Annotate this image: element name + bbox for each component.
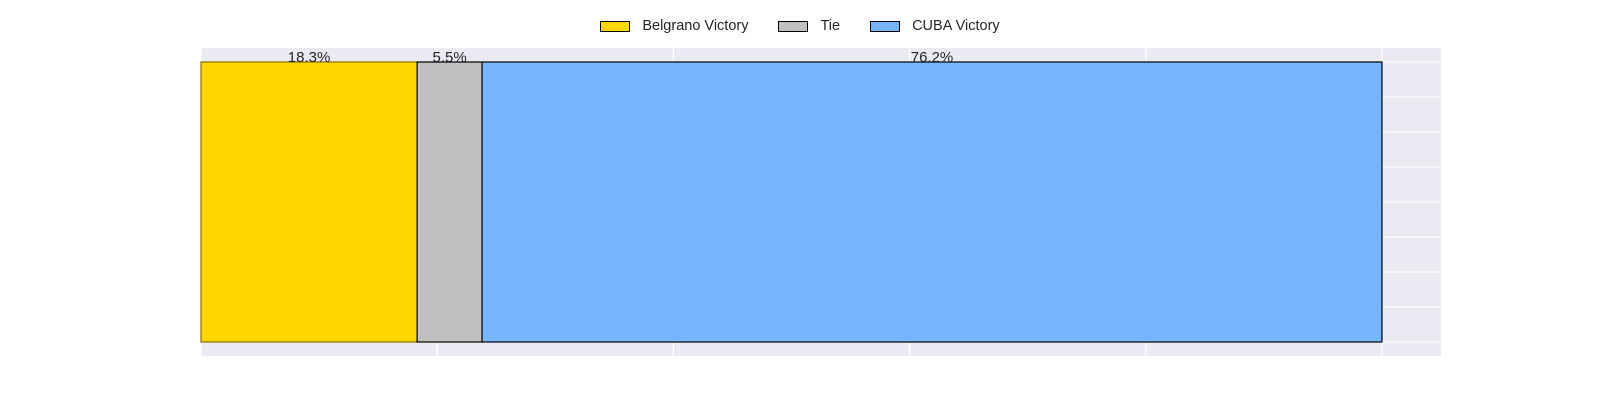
bar-segment-tie: [416, 61, 483, 343]
bar-segment-cuba-victory: [481, 61, 1383, 343]
legend: Belgrano Victory Tie CUBA Victory: [0, 17, 1600, 35]
bar-segments: [200, 61, 1383, 343]
data-label-tie: 5.5%: [432, 49, 466, 66]
legend-item-tie: Tie: [778, 17, 840, 35]
data-label-belgrano-victory: 18.3%: [288, 49, 331, 66]
legend-swatch: [870, 20, 901, 32]
data-labels: 18.3% 5.5% 76.2%: [288, 49, 953, 66]
legend-item-belgrano-victory: Belgrano Victory: [600, 17, 748, 35]
legend-item-cuba-victory: CUBA Victory: [870, 17, 1000, 35]
legend-label: Belgrano Victory: [642, 18, 749, 34]
bar-segment-belgrano-victory: [200, 61, 418, 343]
data-label-cuba-victory: 76.2%: [911, 49, 954, 66]
legend-label: Tie: [820, 18, 841, 34]
legend-label: CUBA Victory: [912, 18, 1000, 34]
legend-swatch: [600, 20, 631, 32]
legend-swatch: [778, 20, 809, 32]
